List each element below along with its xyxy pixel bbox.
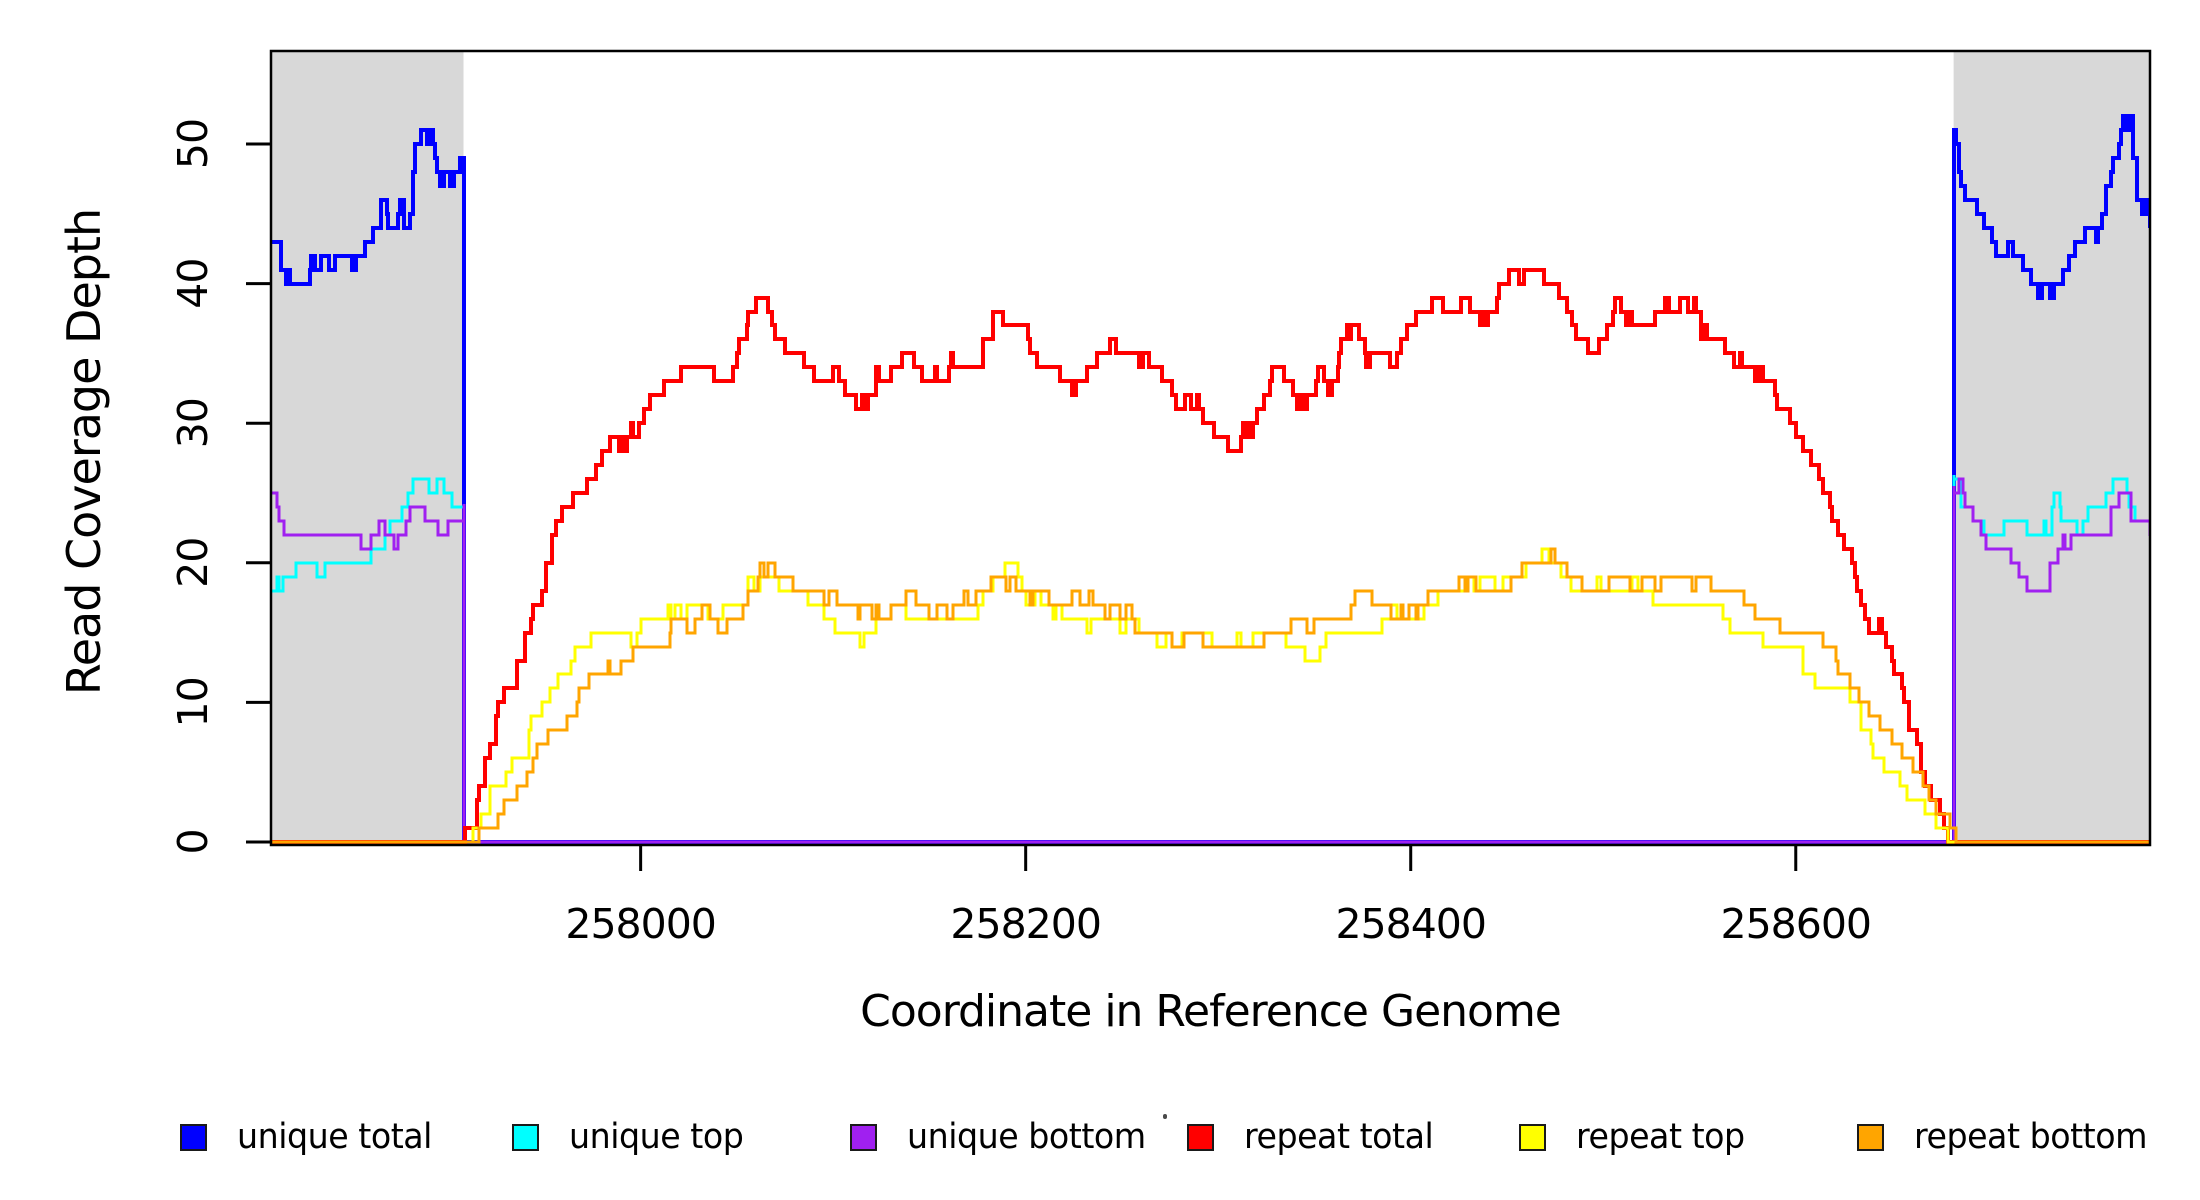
series-line-unique-total <box>271 113 2151 845</box>
legend-label-unique-bottom: unique bottom <box>907 1117 1146 1157</box>
y-tick-label-10: 10 <box>169 677 217 727</box>
legend-swatch-repeat-top <box>1519 1123 1546 1151</box>
series-line-unique-top <box>271 475 2150 844</box>
legend-item-repeat-top: repeat top <box>1519 1117 1754 1157</box>
legend-item-unique-top: unique top <box>512 1117 753 1157</box>
y-tick-label-40: 40 <box>169 259 217 309</box>
y-tick-label-20: 20 <box>169 538 217 588</box>
y-tick-label-0: 0 <box>169 829 217 854</box>
legend-swatch-unique-total <box>180 1123 207 1151</box>
legend-swatch-unique-bottom <box>850 1123 877 1151</box>
x-axis-title: Coordinate in Reference Genome <box>860 986 1562 1037</box>
legend-label-unique-total: unique total <box>237 1117 432 1157</box>
legend-label-unique-top: unique top <box>569 1117 744 1157</box>
stray-mark <box>1163 1114 1167 1119</box>
legend-label-repeat-bottom: repeat bottom <box>1914 1117 2148 1157</box>
legend-item-unique-total: unique total <box>180 1117 442 1157</box>
y-tick-label-50: 50 <box>169 119 217 169</box>
series-line-repeat-top <box>271 547 2150 844</box>
series-group <box>271 113 2151 845</box>
legend-item-unique-bottom: unique bottom <box>850 1117 1158 1157</box>
x-tick-label-258600: 258600 <box>1721 900 1872 948</box>
series-line-unique-bottom <box>271 477 2151 844</box>
legend-swatch-repeat-total <box>1187 1123 1214 1151</box>
legend-swatch-unique-top <box>512 1123 539 1151</box>
legend-label-repeat-total: repeat total <box>1244 1117 1434 1157</box>
plot-border <box>269 49 2152 847</box>
x-tick-label-258200: 258200 <box>950 900 1101 948</box>
legend-item-repeat-total: repeat total <box>1187 1117 1443 1157</box>
series-line-repeat-bottom <box>271 547 2150 844</box>
legend-item-repeat-bottom: repeat bottom <box>1857 1117 2159 1157</box>
shaded-region-1 <box>1953 51 2150 845</box>
legend-label-repeat-top: repeat top <box>1576 1117 1745 1157</box>
x-tick-label-258400: 258400 <box>1335 900 1486 948</box>
shaded-region-0 <box>271 51 464 845</box>
x-tick-label-258000: 258000 <box>565 900 716 948</box>
series-line-repeat-total <box>271 267 2150 845</box>
legend-swatch-repeat-bottom <box>1857 1123 1884 1151</box>
y-axis-title: Read Coverage Depth <box>57 208 111 696</box>
y-tick-label-30: 30 <box>169 398 217 448</box>
